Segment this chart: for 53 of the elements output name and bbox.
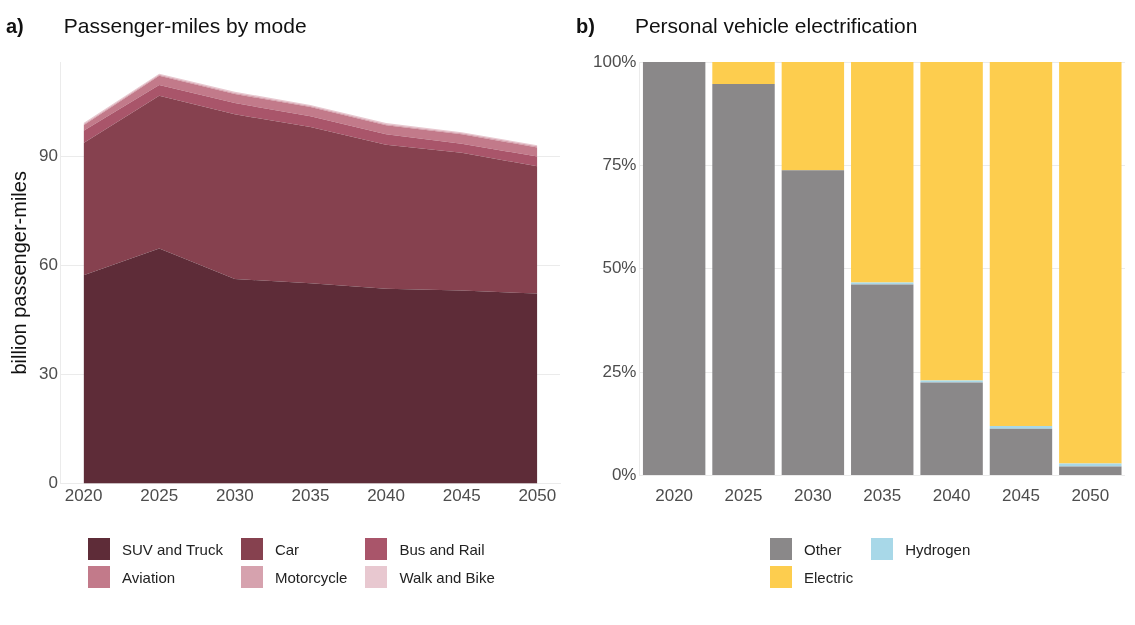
x-tick-label: 2020 [655, 486, 694, 506]
legend-label: SUV and Truck [122, 540, 223, 558]
bar [920, 380, 983, 383]
bar [712, 62, 775, 84]
legend-label: Aviation [122, 568, 176, 586]
y-tick-label: 100% [593, 51, 637, 71]
bar [989, 62, 1053, 426]
x-tick-label: 2035 [291, 486, 330, 506]
legend-label: Motorcycle [274, 568, 348, 586]
bar [1059, 463, 1122, 467]
text: b) [576, 15, 595, 38]
x-tick-label: 2040 [932, 486, 971, 506]
x-tick-label: 2025 [140, 486, 179, 506]
x-tick-label: 2050 [518, 486, 557, 506]
x-tick-label: 2040 [367, 486, 405, 506]
bar [920, 382, 983, 476]
bar [851, 284, 914, 476]
bar [851, 62, 914, 283]
x-tick-label: 2045 [1002, 486, 1040, 506]
x-tick-label: 2030 [215, 486, 254, 506]
y-tick-label: 60 [38, 255, 58, 275]
x-tick-label: 2030 [793, 486, 832, 506]
x-tick-label: 2025 [724, 486, 763, 506]
bar [1059, 62, 1122, 464]
x-tick-label: 2050 [1071, 486, 1110, 506]
bar [1059, 466, 1122, 476]
y-tick-label: 90 [38, 146, 58, 166]
y-tick-label: 30 [38, 364, 58, 384]
y-tick-label: 0 [48, 473, 58, 493]
bar [989, 428, 1053, 476]
x-tick-label: 2035 [863, 486, 902, 506]
y-tick-label: 75% [602, 155, 637, 175]
bar [712, 83, 775, 476]
legend-label: Electric [804, 568, 854, 586]
legend-label: Car [274, 540, 300, 558]
y-tick-label: 25% [602, 361, 637, 381]
legend-label: Bus and Rail [399, 540, 485, 558]
y-tick-label: 0% [611, 465, 637, 485]
bar [920, 62, 983, 381]
chart-title: Passenger-miles by mode [63, 14, 307, 38]
y-tick-label: 50% [602, 258, 637, 278]
legend-label: Hydrogen [905, 540, 971, 558]
legend-label: Other [804, 540, 842, 558]
bar [781, 170, 845, 476]
bar [851, 282, 914, 285]
x-tick-label: 2045 [442, 486, 481, 506]
y-axis-title: billion passenger-miles [7, 171, 30, 375]
x-tick-label: 2020 [64, 486, 103, 506]
bar [989, 425, 1053, 429]
text: a) [6, 15, 24, 38]
bar [781, 62, 845, 171]
legend-label: Walk and Bike [399, 568, 495, 586]
chart-title: Personal vehicle electrification [634, 14, 918, 38]
